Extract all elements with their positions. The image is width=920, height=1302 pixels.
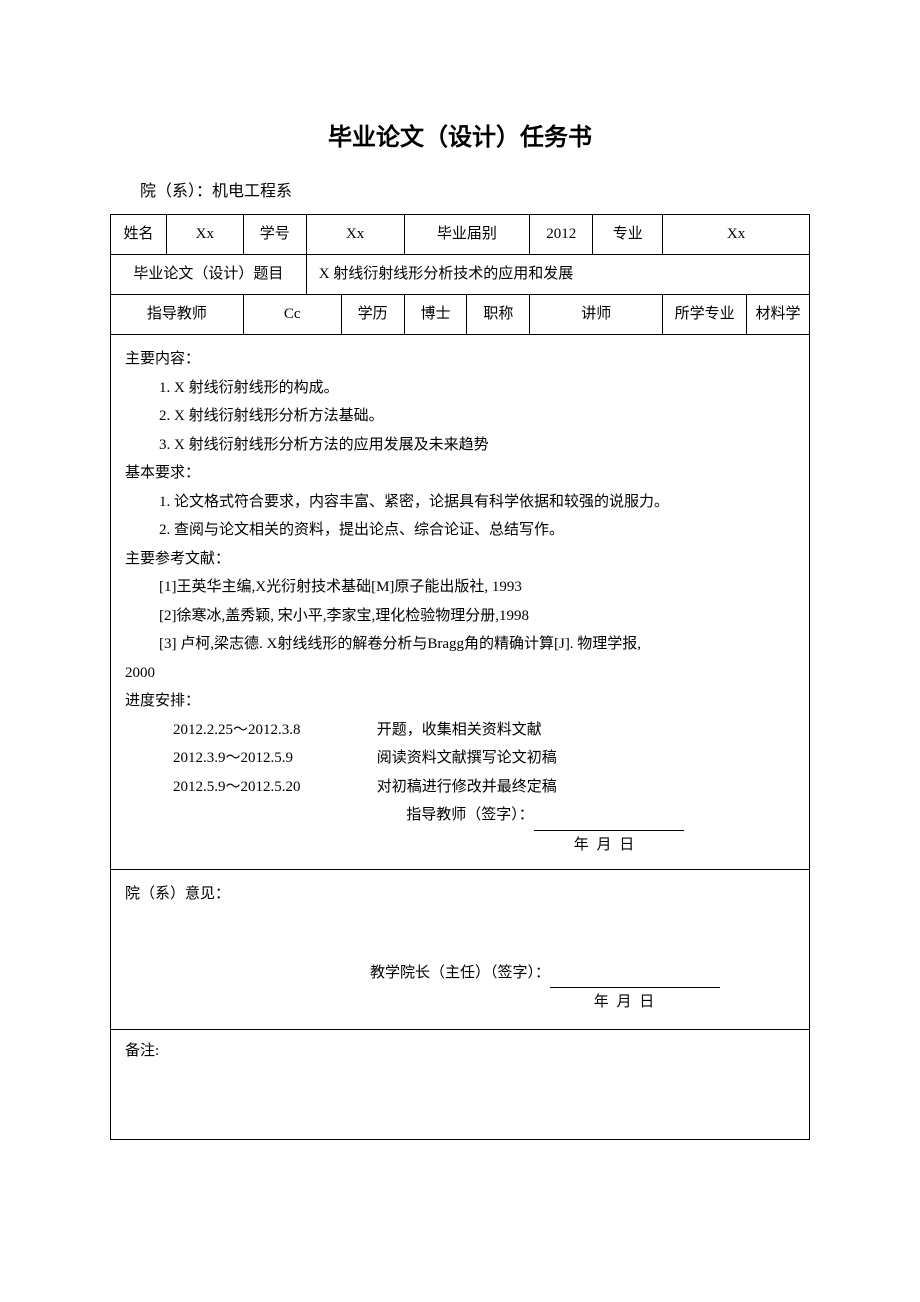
row-advisor: 指导教师 Cc 学历 博士 职称 讲师 所学专业 材料学 <box>111 295 810 335</box>
opinion-label: 院（系）意见： <box>125 880 795 909</box>
dean-sig-blank <box>550 959 720 989</box>
sched-date-2: 2012.3.9～2012.5.9 <box>173 744 373 773</box>
sched-row-2: 2012.3.9～2012.5.9 阅读资料文献撰写论文初稿 <box>125 744 795 773</box>
topic-label: 毕业论文（设计）题目 <box>111 255 307 295</box>
sched-date-1: 2012.2.25～2012.3.8 <box>173 716 373 745</box>
dean-date-line: 年 月 日 <box>125 988 795 1017</box>
dean-signature-line: 教学院长（主任）（签字）： <box>125 959 795 989</box>
sched-task-1: 开题，收集相关资料文献 <box>377 722 542 738</box>
notes-cell: 备注: <box>111 1030 810 1140</box>
advisor-sig-blank <box>534 801 684 831</box>
dept-label: 院（系）： <box>140 183 212 200</box>
ref-year: 2000 <box>125 659 795 688</box>
notes-label: 备注: <box>125 1040 795 1063</box>
ref-item-1: [1]王英华主编,X光衍射技术基础[M]原子能出版社, 1993 <box>125 573 795 602</box>
advisor-sig-label: 指导教师（签字）： <box>406 807 534 823</box>
main-item-2: 2. X 射线衍射线形分析方法基础。 <box>125 402 795 431</box>
major-value: Xx <box>663 215 810 255</box>
department-line: 院（系）：机电工程系 <box>110 180 810 204</box>
dept-value: 机电工程系 <box>212 183 292 200</box>
row-content: 主要内容： 1. X 射线衍射线形的构成。 2. X 射线衍射线形分析方法基础。… <box>111 335 810 870</box>
row-topic: 毕业论文（设计）题目 X 射线衍射线形分析技术的应用和发展 <box>111 255 810 295</box>
id-label: 学号 <box>243 215 306 255</box>
sched-row-3: 2012.5.9～2012.5.20 对初稿进行修改并最终定稿 <box>125 773 795 802</box>
edu-value: 博士 <box>404 295 467 335</box>
sched-date-3: 2012.5.9～2012.5.20 <box>173 773 373 802</box>
row-opinion: 院（系）意见： 教学院长（主任）（签字）： 年 月 日 <box>111 870 810 1030</box>
grad-value: 2012 <box>530 215 593 255</box>
title-value: 讲师 <box>530 295 663 335</box>
sched-task-3: 对初稿进行修改并最终定稿 <box>377 779 557 795</box>
row-student: 姓名 Xx 学号 Xx 毕业届别 2012 专业 Xx <box>111 215 810 255</box>
opinion-cell: 院（系）意见： 教学院长（主任）（签字）： 年 月 日 <box>111 870 810 1030</box>
doc-title: 毕业论文（设计）任务书 <box>110 120 810 156</box>
ref-item-2: [2]徐寒冰,盖秀颖, 宋小平,李家宝,理化检验物理分册,1998 <box>125 602 795 631</box>
grad-label: 毕业届别 <box>404 215 530 255</box>
ref-item-3: [3] 卢柯,梁志德. X射线线形的解卷分析与Bragg角的精确计算[J]. 物… <box>125 630 795 659</box>
advisor-date-line: 年 月 日 <box>125 831 795 860</box>
field-label: 所学专业 <box>663 295 747 335</box>
main-item-3: 3. X 射线衍射线形分析方法的应用发展及未来趋势 <box>125 431 795 460</box>
field-value: 材料学 <box>747 295 810 335</box>
task-form-table: 姓名 Xx 学号 Xx 毕业届别 2012 专业 Xx 毕业论文（设计）题目 X… <box>110 214 810 1140</box>
main-item-1: 1. X 射线衍射线形的构成。 <box>125 374 795 403</box>
schedule-label: 进度安排： <box>125 687 795 716</box>
references-label: 主要参考文献： <box>125 545 795 574</box>
topic-value: X 射线衍射线形分析技术的应用和发展 <box>306 255 809 295</box>
edu-label: 学历 <box>341 295 404 335</box>
main-content-label: 主要内容： <box>125 345 795 374</box>
title-label: 职称 <box>467 295 530 335</box>
req-item-2: 2. 查阅与论文相关的资料，提出论点、综合论证、总结写作。 <box>125 516 795 545</box>
content-cell: 主要内容： 1. X 射线衍射线形的构成。 2. X 射线衍射线形分析方法基础。… <box>111 335 810 870</box>
advisor-value: Cc <box>243 295 341 335</box>
advisor-label: 指导教师 <box>111 295 244 335</box>
id-value: Xx <box>306 215 404 255</box>
req-item-1: 1. 论文格式符合要求，内容丰富、紧密，论据具有科学依据和较强的说服力。 <box>125 488 795 517</box>
major-label: 专业 <box>593 215 663 255</box>
dean-sig-label: 教学院长（主任）（签字）： <box>370 965 550 981</box>
row-notes: 备注: <box>111 1030 810 1140</box>
sched-task-2: 阅读资料文献撰写论文初稿 <box>377 750 557 766</box>
requirements-label: 基本要求： <box>125 459 795 488</box>
sched-row-1: 2012.2.25～2012.3.8 开题，收集相关资料文献 <box>125 716 795 745</box>
name-value: Xx <box>166 215 243 255</box>
name-label: 姓名 <box>111 215 167 255</box>
advisor-signature-line: 指导教师（签字）： <box>125 801 795 831</box>
